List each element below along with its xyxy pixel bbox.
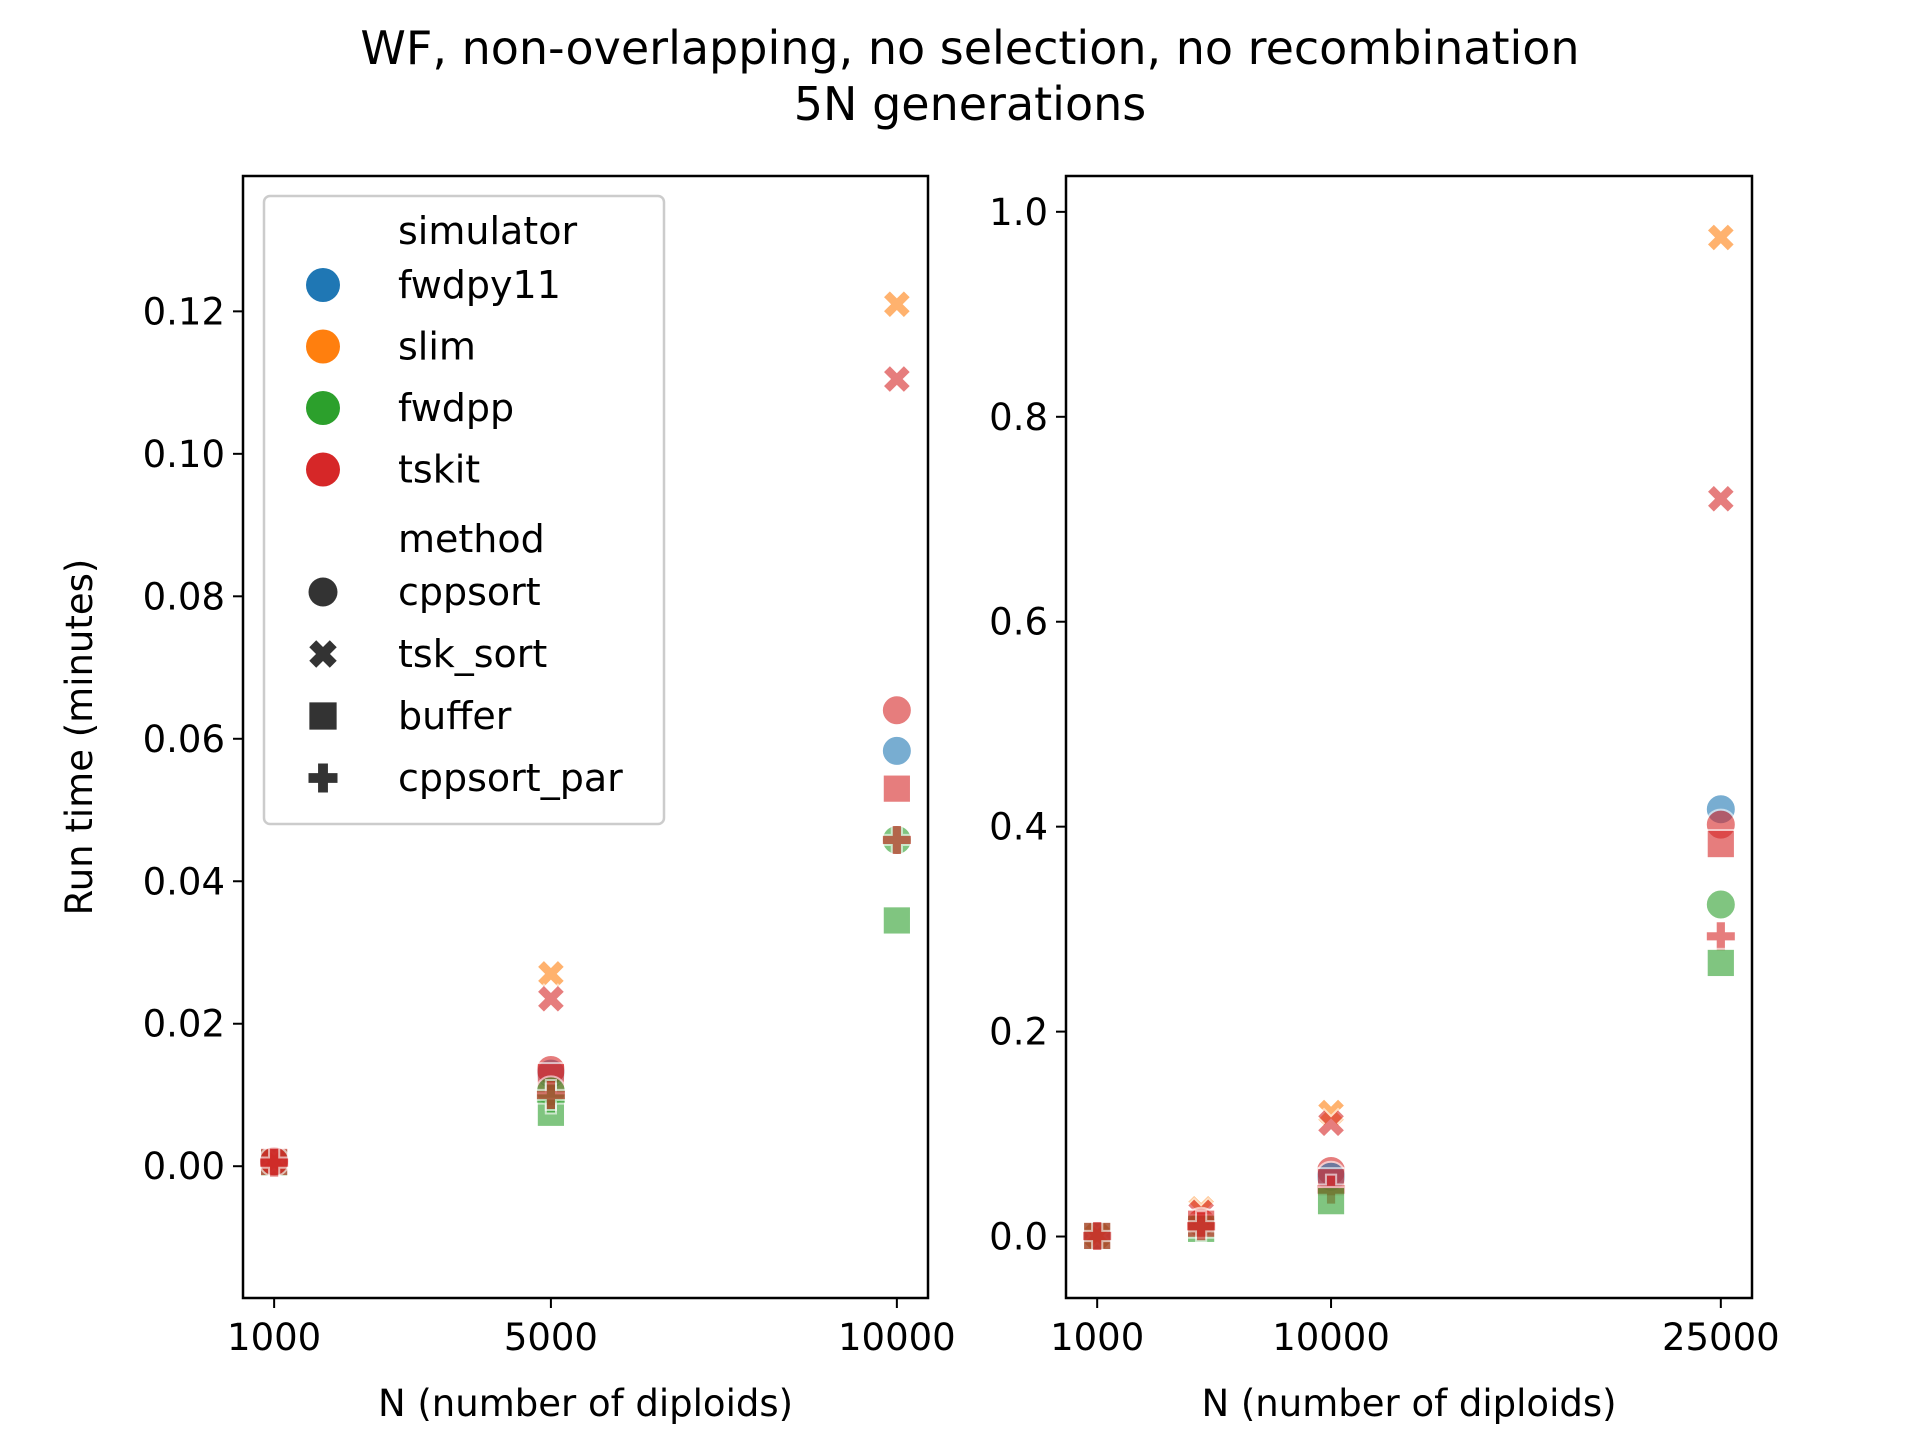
y-tick-label: 0.2	[989, 1011, 1048, 1054]
x-tick-label: 1000	[1050, 1316, 1144, 1359]
data-point-tskit-tsk_sort	[1705, 483, 1737, 515]
legend-item-tskit: tskit	[306, 448, 480, 492]
data-point-tskit-cppsort_par	[258, 1146, 291, 1179]
data-point-fwdpp-cppsort	[1704, 888, 1737, 921]
legend-item-slim: slim	[306, 325, 476, 369]
legend-marker-tsk_sort-icon	[309, 640, 337, 668]
x-axis-label: N (number of diploids)	[1201, 1382, 1616, 1425]
legend-marker-buffer-icon	[309, 702, 337, 730]
data-point-slim-tsk_sort	[881, 288, 913, 320]
data-point-tskit-tsk_sort	[1315, 1107, 1347, 1139]
axes-frame	[1064, 174, 1754, 1300]
y-tick-label: 0.6	[989, 601, 1048, 644]
legend-hue-title: simulator	[398, 209, 577, 253]
legend-item-fwdpp: fwdpp	[306, 386, 514, 430]
legend-item-tsk_sort: tsk_sort	[309, 632, 547, 676]
x-axis-label: N (number of diploids)	[378, 1382, 793, 1425]
y-tick-label: 0.00	[143, 1145, 225, 1188]
data-point-tskit-tsk_sort	[535, 983, 567, 1015]
y-tick-label: 0.02	[143, 1003, 225, 1046]
x-tick-label: 5000	[504, 1316, 598, 1359]
y-tick-label: 0.8	[989, 396, 1048, 439]
legend-label: buffer	[398, 694, 512, 738]
legend-item-cppsort_par: cppsort_par	[308, 756, 623, 800]
x-tick-label: 1000	[227, 1316, 321, 1359]
legend-frame	[262, 194, 666, 826]
legend-marker-fwdpp-icon	[306, 391, 340, 425]
legend-label: fwdpy11	[398, 263, 561, 307]
y-tick-label: 1.0	[989, 191, 1048, 234]
x-tick-label: 25000	[1662, 1316, 1780, 1359]
y-tick-label: 0.12	[143, 290, 225, 333]
y-tick-label: 0.0	[989, 1216, 1048, 1259]
data-point-slim-tsk_sort	[1705, 221, 1737, 254]
x-tick-label: 10000	[838, 1316, 956, 1359]
data-points	[258, 288, 913, 1179]
y-tick-label: 0.10	[143, 433, 225, 476]
legend-item-fwdpy11: fwdpy11	[306, 263, 561, 307]
data-point-slim-tsk_sort	[535, 958, 567, 990]
figure-title-line2: 5N generations	[794, 77, 1146, 131]
y-axis-label: Run time (minutes)	[58, 559, 101, 916]
data-point-tskit-cppsort_par	[880, 823, 913, 856]
data-point-tskit-cppsort	[880, 694, 913, 727]
data-point-tskit-buffer	[1705, 828, 1736, 860]
legend-marker-slim-icon	[306, 329, 340, 364]
data-point-tskit-cppsort_par	[1185, 1210, 1218, 1243]
data-point-fwdpp-buffer	[881, 905, 912, 936]
right-plot-panel: 1000 10000 25000 0.0 0.2 0.4 0.6 0.8 1.0 N (numbe…	[989, 174, 1780, 1425]
legend-label: tskit	[398, 448, 480, 492]
data-point-fwdpy11-cppsort	[880, 734, 913, 767]
y-tick-label: 0.06	[143, 718, 225, 761]
legend-marker-tskit-icon	[306, 452, 340, 487]
legend-label: fwdpp	[398, 386, 514, 430]
data-point-tskit-tsk_sort	[881, 363, 913, 395]
legend: simulator fwdpy11 slim fwdpp tskit method c…	[262, 194, 666, 826]
legend-style-title: method	[398, 517, 545, 561]
y-tick-label: 0.4	[989, 806, 1048, 849]
y-tick-label: 0.04	[143, 860, 225, 903]
legend-marker-cppsort_par-icon	[308, 763, 338, 793]
legend-label: cppsort	[398, 570, 541, 614]
data-point-tskit-buffer	[881, 773, 912, 804]
data-point-tskit-cppsort_par	[1081, 1220, 1114, 1253]
data-point-fwdpp-buffer	[1705, 947, 1736, 979]
data-point-fwdpp-buffer	[1315, 1186, 1347, 1217]
y-tick-label: 0.08	[143, 575, 225, 618]
legend-item-cppsort: cppsort	[308, 570, 541, 614]
data-point-tskit-cppsort_par	[1704, 920, 1737, 953]
axes-frame	[241, 174, 930, 1300]
legend-label: tsk_sort	[398, 632, 547, 676]
x-tick-label: 10000	[1272, 1316, 1390, 1359]
legend-label: slim	[398, 325, 476, 369]
data-point-tskit-cppsort_par	[534, 1078, 567, 1111]
legend-item-buffer: buffer	[309, 694, 512, 738]
left-plot-panel: 1000 5000 10000 0.00 0.02 0.04 0.06 0.08 0.10 0.1…	[58, 174, 956, 1425]
legend-marker-fwdpy11-icon	[306, 268, 340, 302]
data-points	[1081, 221, 1737, 1253]
legend-marker-cppsort-icon	[308, 577, 338, 607]
legend-label: cppsort_par	[398, 756, 623, 800]
figure-title-line1: WF, non-overlapping, no selection, no re…	[360, 21, 1579, 75]
